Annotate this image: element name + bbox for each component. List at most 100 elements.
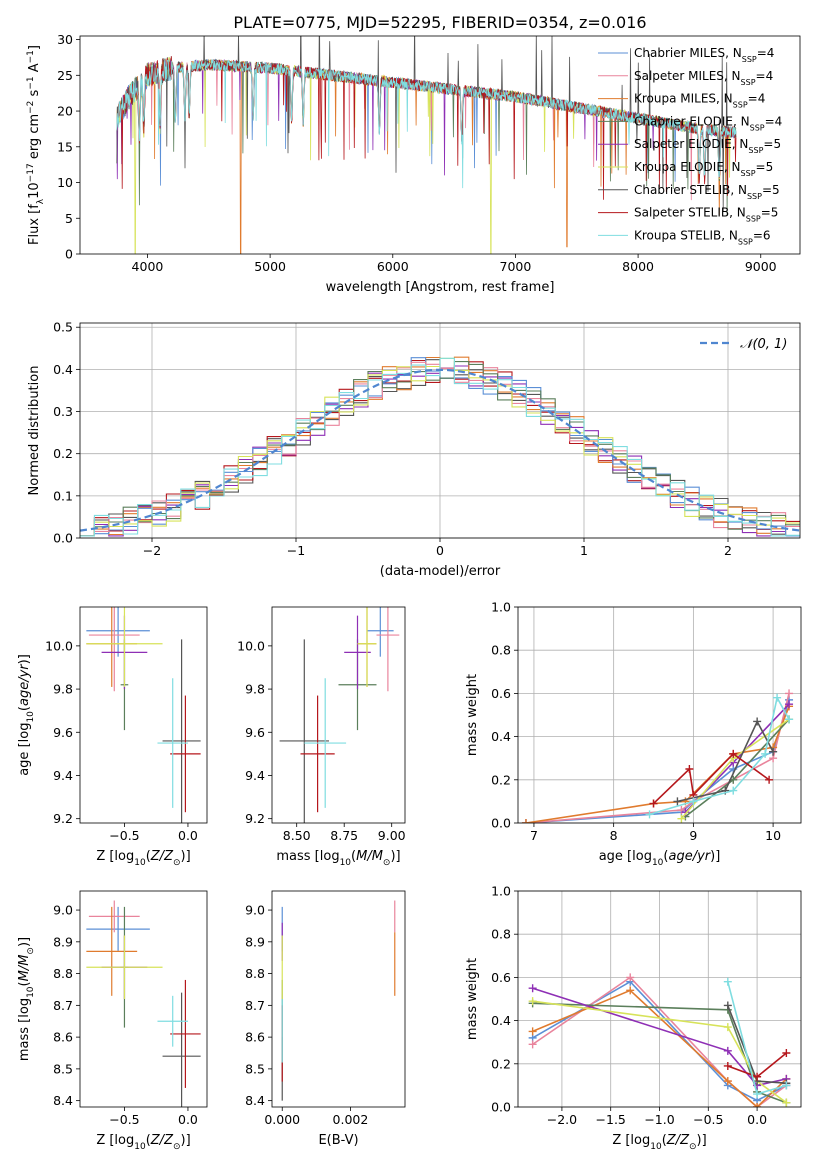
label-part: age/yr (17, 663, 32, 706)
x-tick-label: −2.0 (547, 1112, 577, 1127)
label-part: −2 (26, 101, 36, 114)
y-tick-label: 5 (65, 211, 73, 226)
legend: 𝒩(0, 1) (700, 337, 787, 352)
y-tick-label: 0.6 (491, 686, 511, 701)
x-tick-label: 0.0 (178, 1112, 198, 1127)
error-point-6 (357, 607, 377, 687)
y-tick-label: 1.0 (491, 600, 511, 615)
y-tick-label: 8.4 (53, 1093, 73, 1108)
legend-value: =5 (761, 206, 779, 220)
error-point-9 (157, 678, 188, 808)
label-part: s (27, 89, 42, 100)
weight-marker (773, 693, 782, 702)
y-tick-label: 0.3 (53, 404, 73, 419)
legend-sub: SSP (741, 169, 756, 178)
label-part: Z [log (96, 849, 134, 864)
y-tick-label: 0.4 (491, 729, 511, 744)
y-tick-label: 10.0 (237, 638, 265, 653)
weight-marker (782, 1081, 791, 1090)
y-tick-label: 0 (65, 247, 73, 262)
error-point-7 (279, 639, 329, 823)
label-part: −17 (26, 163, 36, 182)
plot-area (116, 36, 737, 254)
legend-sub: SSP (742, 55, 757, 64)
error-point-2 (376, 607, 400, 692)
weight-marker (723, 1061, 732, 1070)
label-part: Z/Z (666, 1133, 690, 1148)
y-tick-label: 8.5 (245, 1061, 265, 1076)
error-point-7 (162, 639, 201, 823)
plot-area (279, 607, 400, 823)
error-point-8 (170, 979, 201, 1088)
legend-text: Kroupa ELODIE, N (634, 160, 741, 174)
legend-text: Salpeter ELODIE, N (634, 137, 748, 151)
error-point-1 (86, 607, 150, 657)
label-part: A (27, 63, 42, 76)
x-tick-label: −2 (143, 543, 161, 558)
weight-marker (626, 973, 635, 982)
weight-marker (528, 1040, 537, 1049)
weight-marker (723, 1077, 732, 1086)
label-part: ( (351, 849, 356, 864)
x-axis-label: wavelength [Angstrom, rest frame] (326, 280, 555, 295)
x-tick-label: 1 (580, 543, 588, 558)
weight-marker (769, 747, 778, 756)
x-tick-label: −1 (287, 543, 305, 558)
y-tick-label: 8.6 (53, 1030, 73, 1045)
plot-area (80, 356, 800, 537)
legend-value: =5 (762, 183, 780, 197)
plot-area (281, 900, 396, 1101)
axes-frame (271, 606, 406, 824)
label-part: ( (146, 1133, 151, 1148)
label-part: Z [log (96, 1133, 134, 1148)
label-part: Flux [f (27, 204, 42, 245)
weight-marker (785, 715, 794, 724)
axes-frame (271, 890, 406, 1108)
weight-marker (645, 810, 654, 819)
legend-label: 𝒩(0, 1) (740, 337, 787, 352)
legend-text: Salpeter STELIB, N (634, 206, 746, 220)
weight-marker (785, 700, 794, 709)
label-part: λ (36, 198, 46, 204)
legend-sub: SSP (748, 146, 763, 155)
x-tick-label: −1.5 (596, 1112, 626, 1127)
legend-text: Kroupa STELIB, N (634, 228, 738, 242)
error-point-2 (88, 607, 140, 692)
label-part: mass [log (276, 849, 339, 864)
x-axis-label: Z [log10(Z/Z⊙)] (612, 1133, 706, 1152)
label-part: 10 (340, 858, 352, 868)
panel-spectrum: 4000 5000 6000 7000 8000 9000 0 5 10 15 20 25 30 wave… (26, 32, 801, 295)
x-tick-label: −0.5 (693, 1112, 723, 1127)
y-tick-label: 8.5 (53, 1061, 73, 1076)
normal-curve (80, 368, 800, 532)
legend-label: Kroupa MILES, NSSP=4 (634, 92, 765, 110)
legend-sub: SSP (741, 77, 756, 86)
plot-area (521, 689, 794, 823)
y-axis-label: mass [log10(M/M⊙)] (17, 937, 36, 1061)
error-point-5 (344, 615, 371, 690)
y-tick-label: 15 (57, 139, 73, 154)
legend-sub: SSP (747, 191, 762, 200)
histogram-4 (80, 361, 800, 537)
y-tick-label: 10.0 (45, 638, 73, 653)
legend-value: =4 (748, 92, 766, 106)
label-part: mass [log (17, 998, 32, 1061)
y-tick-label: 0.2 (491, 1056, 511, 1071)
figure-title: PLATE=0775, MJD=52295, FIBERID=0354, z=0… (233, 13, 646, 32)
y-tick-label: 8.4 (245, 1093, 265, 1108)
error-point-8 (170, 695, 201, 813)
legend-value: =4 (757, 46, 775, 60)
label-part: 10 (652, 858, 664, 868)
weight-marker (782, 1098, 791, 1107)
y-tick-label: 8.6 (245, 1030, 265, 1045)
label-part: )] (710, 849, 720, 864)
weight-marker (782, 1049, 791, 1057)
weight-marker (753, 1103, 762, 1107)
weight-line-7 (677, 719, 774, 803)
y-tick-label: 0.6 (491, 970, 511, 985)
y-tick-label: 8.7 (53, 998, 73, 1013)
y-tick-label: 0.0 (53, 531, 73, 546)
weight-marker (528, 997, 537, 1006)
y-tick-label: 8.9 (53, 934, 73, 949)
